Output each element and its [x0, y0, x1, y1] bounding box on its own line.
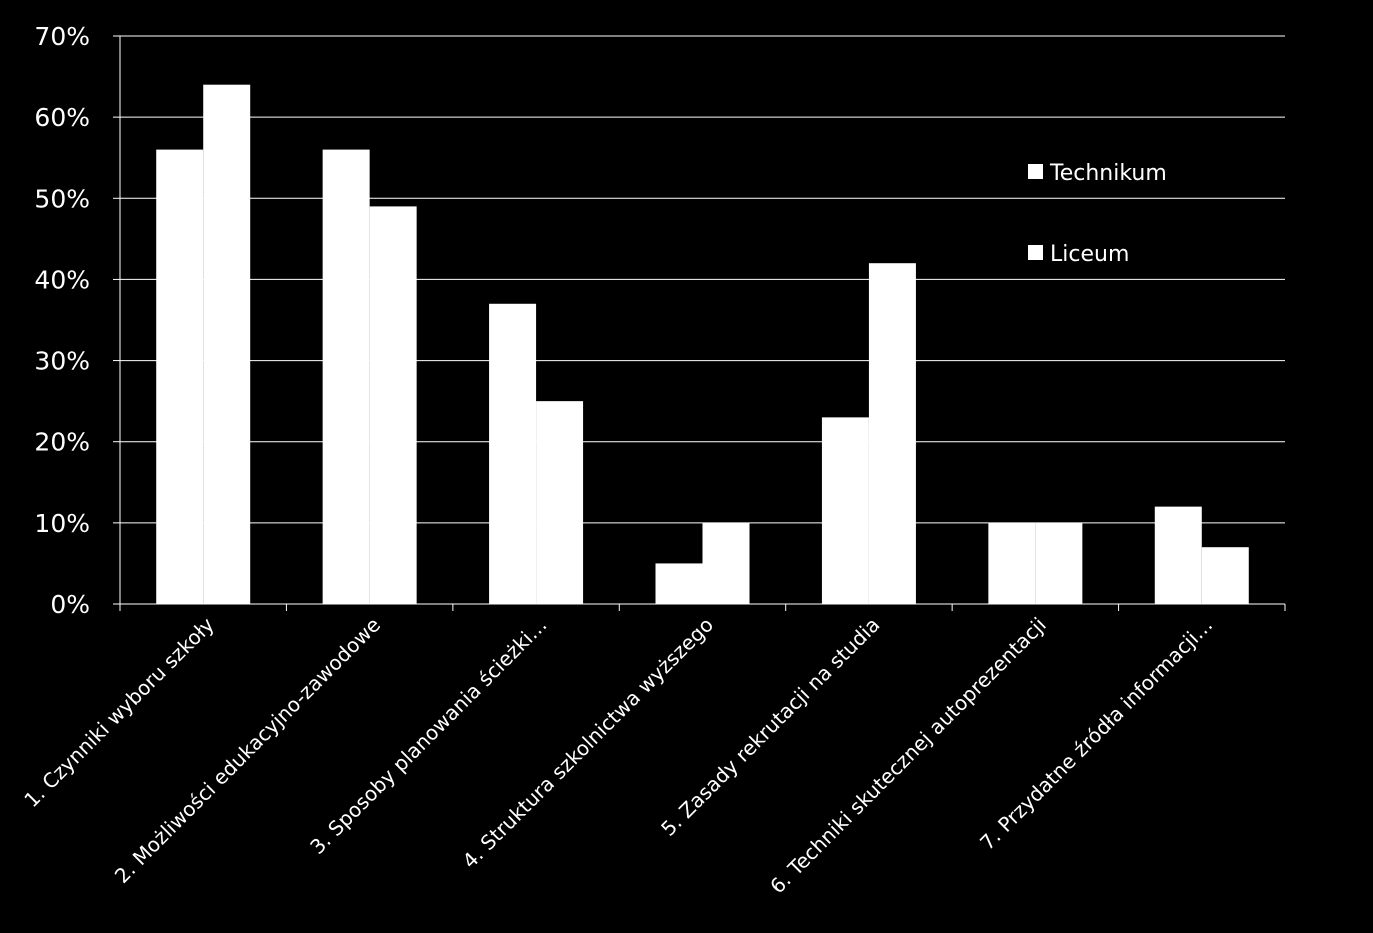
legend-swatch-liceum [1028, 245, 1043, 260]
bar-liceum-4 [702, 522, 750, 604]
bar-liceum-1 [203, 84, 251, 604]
y-tick-label: 30% [34, 347, 90, 376]
bar-technikum-6 [988, 522, 1036, 604]
bar-liceum-3 [536, 401, 584, 604]
bar-liceum-6 [1035, 522, 1083, 604]
y-tick-label: 40% [34, 265, 90, 294]
legend: Technikum Liceum [1028, 161, 1167, 267]
x-category-label: 6. Techniki skutecznej autoprezentacji [765, 613, 1051, 899]
bar-technikum-4 [655, 563, 703, 604]
y-tick-label: 60% [34, 103, 90, 132]
y-tick-label: 10% [34, 509, 90, 538]
bar-technikum-1 [156, 149, 204, 604]
bars [156, 84, 1249, 604]
bar-technikum-2 [322, 149, 370, 604]
bar-technikum-7 [1154, 506, 1202, 604]
bar-technikum-3 [489, 303, 537, 604]
legend-swatch-technikum [1028, 164, 1043, 179]
legend-label-liceum: Liceum [1050, 242, 1129, 267]
y-tick-label: 50% [34, 184, 90, 213]
legend-label-technikum: Technikum [1049, 161, 1167, 186]
y-tick-labels: 0% 10% 20% 30% 40% 50% 60% 70% [34, 22, 90, 619]
x-category-label: 2. Możliwości edukacyjno-zawodowe [110, 613, 385, 888]
axes [113, 35, 1286, 611]
x-category-label: 1. Czynniki wyboru szkoły [19, 612, 219, 812]
gridlines [120, 35, 1285, 524]
bar-liceum-2 [369, 206, 417, 604]
y-tick-label: 20% [34, 428, 90, 457]
bar-technikum-5 [821, 417, 869, 604]
bar-liceum-7 [1201, 547, 1249, 604]
y-tick-label: 70% [34, 22, 90, 51]
y-tick-label: 0% [50, 590, 90, 619]
bar-liceum-5 [868, 263, 916, 604]
